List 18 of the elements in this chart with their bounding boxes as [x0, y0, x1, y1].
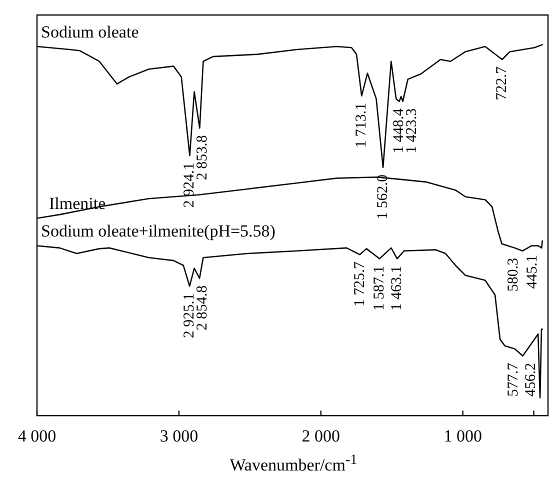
annotation: 577.7 — [506, 362, 522, 397]
annotation: 580.3 — [505, 258, 522, 292]
annotation: 1 463.1 — [389, 266, 406, 311]
annotation: 1 587.1 — [371, 266, 388, 311]
annotation: 456.2 — [522, 362, 539, 397]
annotation: 1 713.1 — [354, 102, 370, 148]
x-axis-title: Wavenumber/cm$^{-1}$ — [228, 452, 358, 476]
series-label: Sodium oleate+ilmenite(pH=5.58) — [41, 222, 276, 241]
annotation: 1 725.7 — [352, 261, 368, 307]
series-label: Sodium oleate — [41, 22, 139, 42]
annotation: 722.7 — [494, 66, 510, 100]
x-tick-label: 1 000 — [444, 426, 482, 446]
series-label: Ilmenite — [49, 194, 106, 214]
annotation: 1 562.0 — [375, 174, 391, 220]
annotation: 445.1 — [524, 254, 541, 289]
x-tick-label: 3 000 — [160, 426, 198, 446]
x-tick-label: 2 000 — [302, 426, 340, 446]
x-tick-label: 4 000 — [18, 426, 56, 446]
